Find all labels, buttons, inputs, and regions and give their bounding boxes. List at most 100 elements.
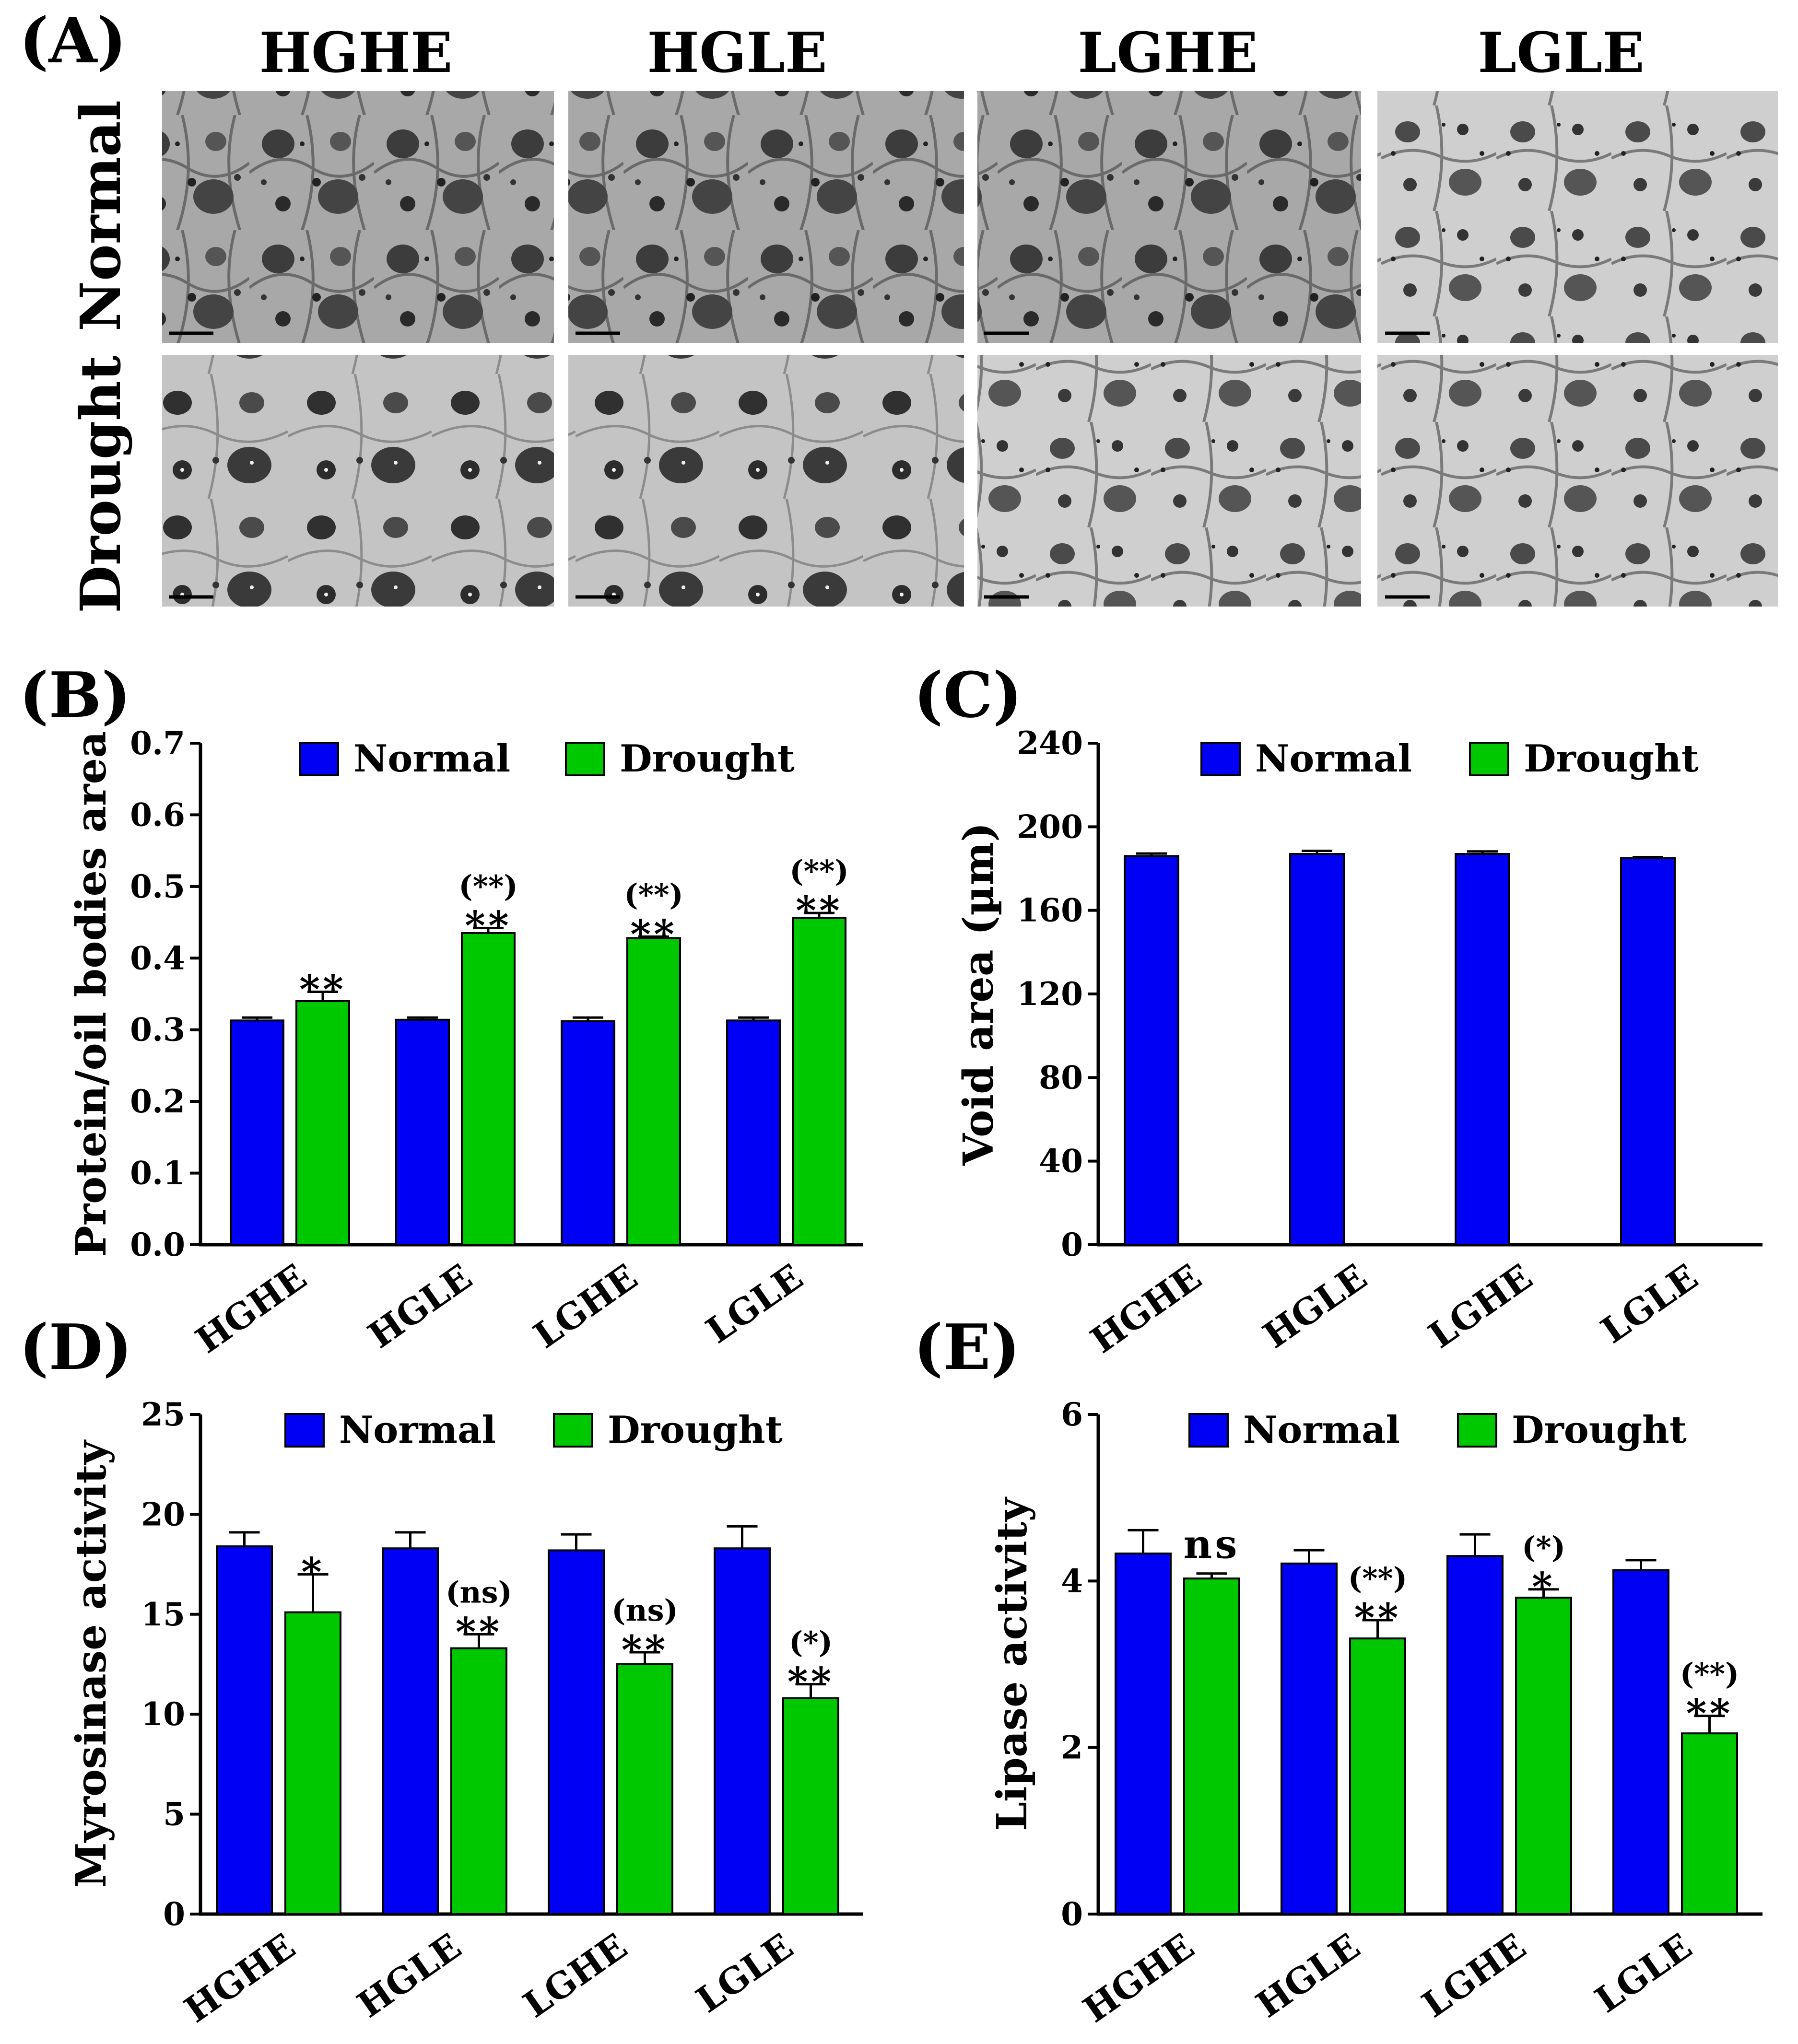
micrograph-drought-lghe	[977, 355, 1361, 607]
col-title-hghe: HGHE	[259, 21, 452, 85]
bar-drought-lgle	[792, 917, 846, 1246]
legend-swatch-drought	[1469, 742, 1509, 776]
category-label: HGLE	[350, 1926, 469, 2026]
legend-swatch-drought	[565, 742, 605, 776]
col-title-hgle: HGLE	[647, 21, 827, 85]
bar-drought-hghe	[1183, 1577, 1240, 1915]
legend-label-normal: Normal	[339, 1408, 496, 1452]
category-label: HGLE	[1249, 1926, 1367, 2026]
category-label: LGHE	[527, 1256, 645, 1356]
micrograph-normal-lghe	[977, 91, 1361, 343]
panel-letter: (E)	[914, 1310, 1020, 1384]
bar-drought-lghe	[626, 937, 681, 1246]
y-tick-label: 0.1	[130, 1155, 185, 1192]
y-tick-label: 15	[141, 1596, 185, 1633]
significance-mark: *	[301, 1549, 325, 1595]
y-axis-label: Protein/oil bodies area	[67, 731, 116, 1257]
category-label: LGLE	[1588, 1926, 1700, 2021]
significance-paren: (**)	[789, 853, 849, 888]
significance-mark: **	[622, 1627, 669, 1673]
bar-normal-hghe	[1115, 1553, 1172, 1916]
bar-normal-hgle	[1281, 1562, 1338, 1915]
micrograph-drought-hgle	[568, 355, 964, 607]
panel-letter: (C)	[914, 658, 1022, 732]
legend-label-normal: Normal	[1243, 1408, 1400, 1452]
bar-normal-hgle	[382, 1547, 439, 1916]
chart-d: (D) 0 5 10 15 20 25 Myrosinase activity Normal Dr…	[19, 1310, 863, 2031]
y-tick-label: 0	[163, 1895, 185, 1933]
bar-drought-lghe	[1515, 1597, 1572, 1915]
category-label: LGHE	[516, 1926, 635, 2026]
y-axis-label: Void area (µm)	[954, 822, 1003, 1166]
y-tick-label: 120	[1017, 975, 1083, 1013]
legend-label-drought: Drought	[1512, 1408, 1687, 1452]
bar-normal-hghe	[1124, 855, 1179, 1246]
col-title-lghe: LGHE	[1078, 21, 1257, 85]
category-label: HGLE	[1256, 1256, 1375, 1356]
bar-normal-hghe	[216, 1545, 273, 1915]
legend-label-drought: Drought	[1524, 737, 1699, 781]
legend-label-normal: Normal	[353, 737, 510, 781]
legend-label-drought: Drought	[608, 1408, 783, 1452]
bar-normal-lghe	[561, 1020, 615, 1246]
category-label: HGHE	[1076, 1926, 1201, 2031]
bar-drought-hgle	[450, 1647, 507, 1915]
panel-a: (A) HGHE HGLE LGHE LGLE Normal Drought	[19, 4, 1778, 613]
significance-paren: (*)	[789, 1625, 833, 1660]
category-label: LGLE	[699, 1256, 811, 1352]
micrograph-drought-hghe	[162, 355, 554, 607]
significance-paren: (ns)	[611, 1593, 678, 1628]
significance-mark: **	[456, 1609, 503, 1655]
legend-label-normal: Normal	[1255, 737, 1412, 781]
y-tick-label: 0.0	[130, 1226, 185, 1263]
panel-letter: (D)	[19, 1310, 132, 1384]
category-label: LGHE	[1422, 1256, 1540, 1356]
col-title-lgle: LGLE	[1478, 21, 1645, 85]
bar-drought-lghe	[616, 1663, 673, 1915]
legend-swatch-drought	[553, 1413, 593, 1448]
bar-drought-lgle	[782, 1697, 839, 1915]
row-label-drought: Drought	[69, 355, 133, 613]
micrograph-normal-lgle	[1377, 91, 1778, 343]
legend-swatch-drought	[1457, 1413, 1497, 1448]
panel-a-letter: (A)	[19, 4, 127, 77]
category-label: HGHE	[1083, 1256, 1209, 1361]
significance-paren: (*)	[1522, 1530, 1565, 1565]
category-label: LGLE	[689, 1926, 801, 2021]
scale-bars	[169, 331, 1430, 599]
significance-paren: (ns)	[446, 1575, 512, 1610]
bar-normal-lgle	[714, 1547, 771, 1916]
significance-paren: (**)	[1348, 1561, 1408, 1596]
legend-swatch-normal	[299, 742, 339, 776]
y-tick-label: 0.3	[130, 1011, 185, 1049]
significance-mark: **	[465, 903, 512, 949]
significance-mark: **	[630, 911, 677, 958]
y-tick-label: 10	[141, 1695, 185, 1733]
bar-normal-lgle	[1612, 1569, 1669, 1915]
legend-swatch-normal	[284, 1413, 325, 1448]
y-tick-label: 80	[1039, 1059, 1083, 1096]
chart-panels: (B) 0.0 0.1 0.2 0.3 0.4 0.5 0.6 0.7 Protein/oil b…	[19, 658, 1763, 2031]
significance-paren: (**)	[458, 869, 518, 904]
y-tick-label: 0.5	[130, 868, 185, 905]
bar-normal-lghe	[1455, 853, 1510, 1246]
bar-normal-hghe	[230, 1019, 284, 1246]
bar-normal-lghe	[548, 1549, 605, 1916]
micrograph-drought-lgle	[1377, 355, 1778, 607]
bar-drought-hgle	[1349, 1637, 1406, 1915]
bar-drought-hgle	[461, 932, 516, 1246]
significance-mark: *	[1532, 1565, 1555, 1611]
significance-mark: **	[796, 888, 843, 934]
significance-mark: **	[1354, 1595, 1401, 1641]
y-tick-label: 25	[141, 1396, 185, 1433]
category-label: HGHE	[188, 1256, 314, 1361]
chart-e: (E) 0 2 4 6 Lipase activity Normal Drought ns HGH…	[914, 1310, 1763, 2031]
y-tick-label: 240	[1017, 724, 1083, 762]
significance-mark: **	[1686, 1691, 1733, 1737]
y-tick-label: 6	[1061, 1396, 1083, 1433]
bar-normal-lghe	[1446, 1555, 1504, 1916]
y-tick-label: 0.7	[130, 724, 185, 762]
y-tick-label: 0.2	[130, 1083, 185, 1120]
significance-mark: ns	[1184, 1522, 1240, 1568]
y-tick-label: 0	[1061, 1895, 1083, 1933]
